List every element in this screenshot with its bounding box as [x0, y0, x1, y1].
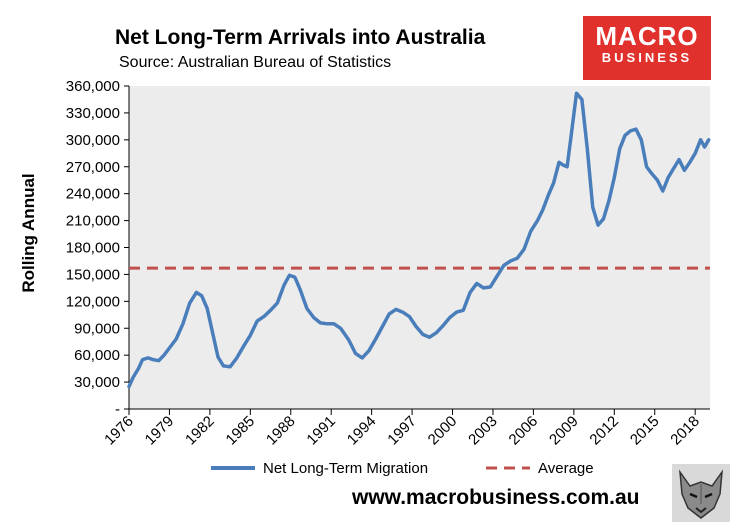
y-tick-label: 210,000: [66, 213, 120, 230]
x-tick-label: 2012: [586, 413, 622, 449]
x-tick-label: 1985: [223, 413, 259, 449]
y-tick-label: 30,000: [74, 374, 120, 391]
x-tick-label: 1997: [384, 413, 420, 449]
macrobusiness-logo: MACRO BUSINESS: [583, 16, 711, 80]
x-tick-label: 1982: [182, 413, 218, 449]
y-tick-label: 240,000: [66, 186, 120, 203]
x-tick-label: 1991: [303, 413, 339, 449]
website-url[interactable]: www.macrobusiness.com.au: [352, 486, 640, 509]
x-tick-label: 2006: [506, 413, 542, 449]
y-tick-label: 120,000: [66, 293, 120, 310]
y-tick-label: 180,000: [66, 240, 120, 257]
legend-label-average: Average: [538, 460, 594, 477]
x-tick-label: 2009: [546, 413, 582, 449]
legend-label-migration: Net Long-Term Migration: [263, 460, 428, 477]
y-tick-label: 90,000: [74, 320, 120, 337]
logo-line-business: BUSINESS: [601, 50, 693, 65]
y-axis-label: Rolling Annual: [19, 173, 38, 292]
chart-subtitle: Source: Australian Bureau of Statistics: [119, 54, 392, 71]
x-tick-label: 1994: [344, 413, 380, 449]
y-tick-label: 300,000: [66, 132, 120, 149]
y-tick-label: 150,000: [66, 266, 120, 283]
y-tick-label: -: [115, 401, 120, 418]
x-tick-label: 1988: [263, 413, 299, 449]
migration-series-line: [127, 91, 711, 389]
x-tick-label: 1976: [101, 413, 137, 449]
series-layer: [127, 91, 711, 389]
x-tick-label: 1979: [142, 413, 178, 449]
y-tick-label: 330,000: [66, 105, 120, 122]
chart-title: Net Long-Term Arrivals into Australia: [115, 26, 486, 49]
wolf-logo-icon: [672, 464, 730, 522]
x-tick-label: 2018: [667, 413, 703, 449]
legend: Net Long-Term Migration Average: [211, 460, 594, 477]
x-tick-label: 2015: [627, 413, 663, 449]
x-tick-label: 2000: [425, 413, 461, 449]
logo-line-macro: MACRO: [595, 21, 699, 51]
x-tick-label: 2003: [465, 413, 501, 449]
y-tick-label: 60,000: [74, 347, 120, 364]
plot-area: [129, 86, 710, 409]
y-tick-label: 360,000: [66, 78, 120, 95]
y-tick-label: 270,000: [66, 159, 120, 176]
